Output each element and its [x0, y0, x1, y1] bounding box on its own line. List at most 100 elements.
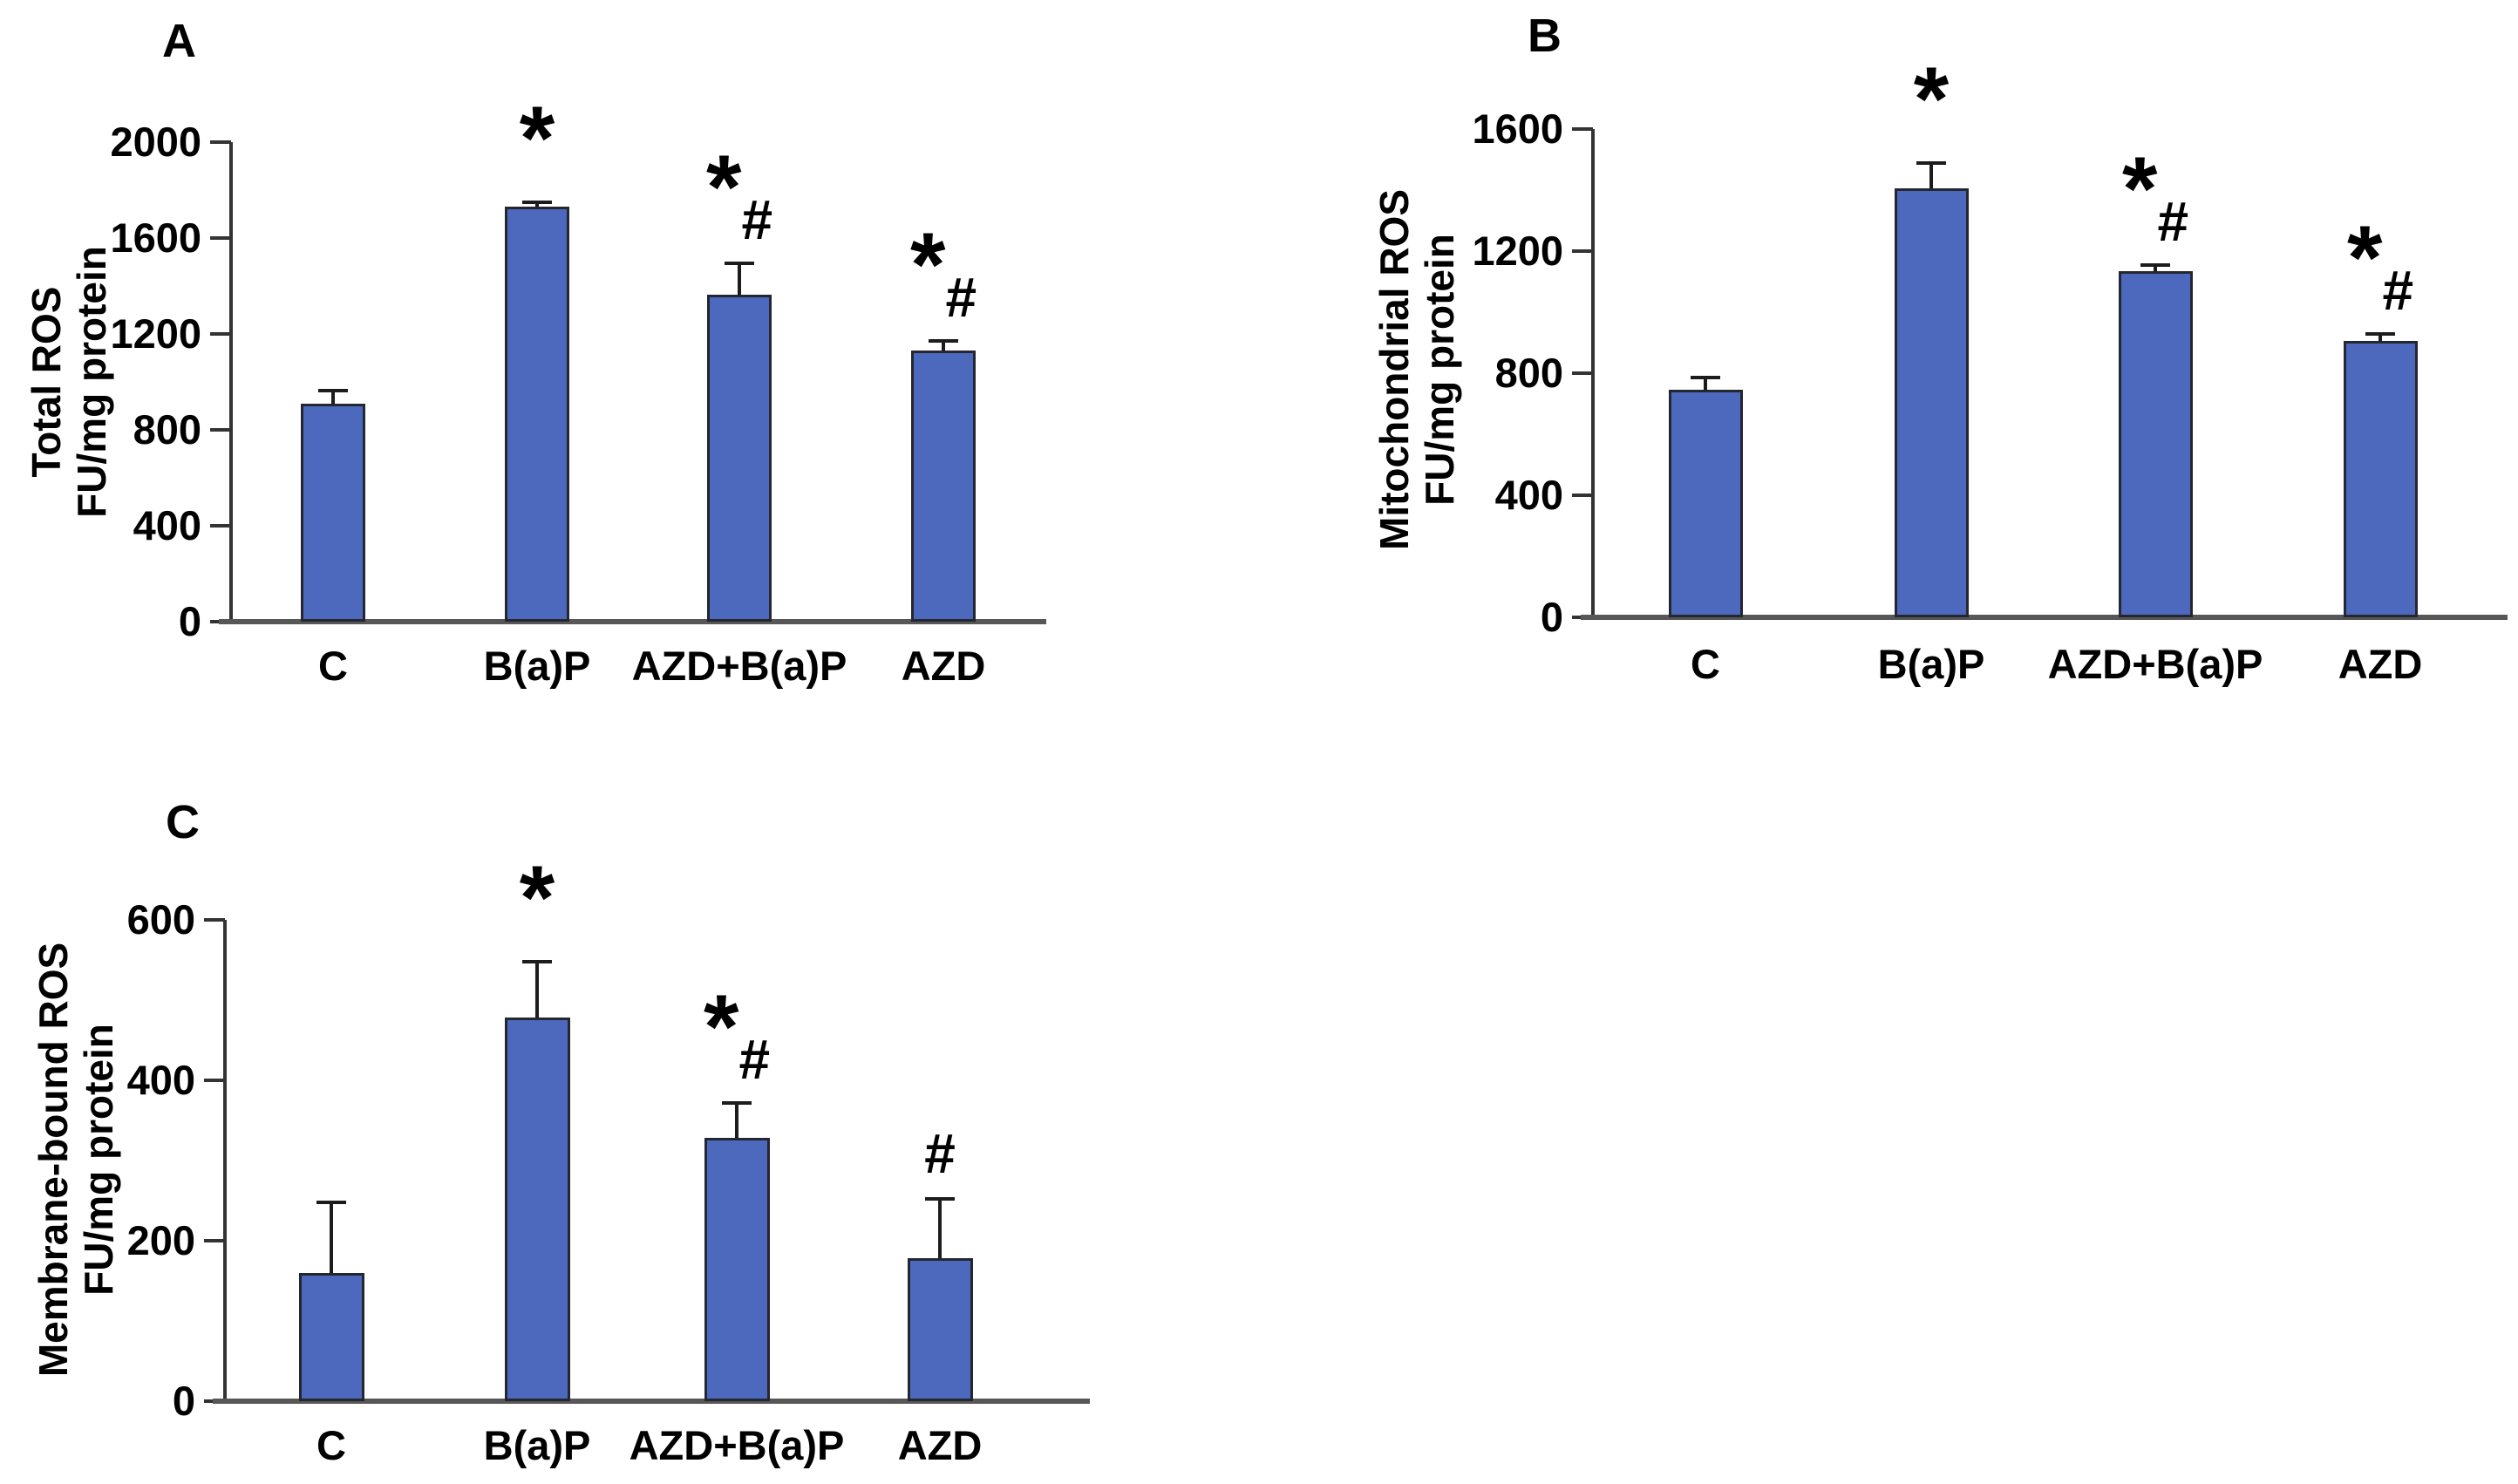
y-tick-label: 200	[126, 1217, 195, 1263]
x-baseline	[213, 1399, 1090, 1404]
error-bar-cap	[725, 261, 754, 265]
x-category-label: C	[1691, 641, 1720, 687]
bar	[2118, 270, 2193, 617]
significance-hash: #	[2157, 189, 2189, 253]
error-bar-stem	[2378, 333, 2382, 342]
y-tick-label: 0	[178, 598, 201, 644]
bar	[1894, 188, 1969, 617]
bar	[301, 403, 365, 622]
y-tick-label: 400	[133, 502, 201, 548]
y-tick	[1572, 249, 1593, 253]
x-baseline	[219, 619, 1046, 624]
bar	[911, 351, 976, 622]
significance-hash: #	[2382, 258, 2414, 322]
panel-letter: C	[166, 796, 200, 848]
x-category-label: B(a)P	[1877, 641, 1985, 687]
y-tick	[204, 918, 225, 922]
y-tick	[204, 1239, 225, 1242]
y-tick-label: 800	[133, 406, 201, 453]
significance-asterisk: *	[703, 976, 739, 1078]
x-category-label: AZD+B(a)P	[2047, 641, 2263, 687]
y-axis-line	[1591, 129, 1595, 620]
x-category-label: B(a)P	[483, 643, 591, 689]
error-bar-cap	[925, 1197, 955, 1201]
y-tick	[204, 1079, 225, 1082]
error-bar-stem	[942, 341, 945, 351]
y-tick-label: 1200	[110, 310, 201, 357]
x-category-label: B(a)P	[483, 1422, 591, 1468]
error-bar-stem	[1704, 378, 1707, 391]
y-axis-label-line: Membrane-bound ROS	[31, 942, 76, 1378]
y-tick	[1572, 494, 1593, 497]
y-axis-line	[229, 142, 233, 624]
error-bar-cap	[2365, 331, 2395, 336]
x-category-label: C	[316, 1422, 346, 1468]
error-bar-stem	[1929, 162, 1933, 189]
y-tick-label: 1600	[110, 214, 201, 261]
bar	[907, 1258, 973, 1401]
bar	[2343, 341, 2418, 617]
y-tick	[1572, 371, 1593, 375]
error-bar-stem	[938, 1199, 942, 1259]
bar	[707, 294, 772, 622]
y-axis-label: Membrane-bound ROS FU/mg protein	[31, 867, 126, 1453]
significance-marker: #	[874, 1126, 1005, 1181]
error-bar-stem	[2154, 264, 2157, 271]
significance-hash: #	[741, 187, 773, 251]
error-bar-stem	[330, 1201, 333, 1273]
x-baseline	[1581, 615, 2508, 620]
significance-marker: *	[472, 847, 602, 949]
y-tick-label: 800	[1494, 350, 1563, 396]
error-bar-cap	[2140, 262, 2170, 267]
error-bar-cap	[1691, 376, 1720, 380]
y-tick-label: 400	[1494, 472, 1563, 518]
y-tick-label: 0	[1540, 594, 1563, 640]
y-tick-label: 600	[126, 896, 195, 943]
y-tick	[210, 332, 231, 336]
significance-hash: #	[738, 1027, 771, 1091]
y-tick-label: 0	[172, 1378, 195, 1424]
bar	[1668, 390, 1743, 617]
error-bar-stem	[735, 1102, 738, 1139]
error-bar-cap	[522, 959, 552, 963]
y-axis-label-line: FU/mg protein	[75, 1024, 121, 1296]
error-bar-cap	[318, 388, 348, 392]
bar	[505, 207, 569, 622]
x-category-label: AZD	[901, 643, 986, 689]
y-axis-line	[223, 920, 227, 1404]
y-tick-label: 1600	[1472, 106, 1563, 152]
significance-asterisk: *	[519, 847, 555, 949]
error-bar-cap	[1916, 160, 1946, 165]
error-bar-stem	[738, 262, 741, 295]
error-bar-cap	[316, 1200, 346, 1204]
y-tick-label: 400	[126, 1057, 195, 1103]
error-bar-cap	[929, 339, 958, 344]
error-bar-stem	[535, 961, 539, 1018]
significance-hash: #	[924, 1122, 956, 1186]
panel-letter: A	[162, 15, 196, 67]
significance-hash: #	[945, 266, 977, 330]
y-tick	[210, 236, 231, 240]
y-tick	[210, 524, 231, 528]
bar	[704, 1138, 770, 1401]
x-category-label: AZD	[897, 1422, 983, 1468]
error-bar-cap	[522, 200, 552, 204]
error-bar-stem	[535, 201, 539, 208]
y-tick-label: 2000	[110, 119, 201, 165]
y-tick	[210, 428, 231, 432]
bar	[298, 1272, 364, 1401]
y-tick	[210, 140, 231, 144]
x-category-label: AZD	[2338, 641, 2423, 687]
x-category-label: C	[318, 643, 348, 689]
x-category-label: AZD+B(a)P	[631, 643, 847, 689]
bar	[504, 1018, 570, 1401]
significance-marker: * #	[671, 976, 802, 1091]
error-bar-stem	[331, 390, 335, 404]
y-tick	[1572, 127, 1593, 131]
x-category-label: AZD+B(a)P	[629, 1422, 845, 1468]
panel-letter: B	[1528, 10, 1562, 62]
